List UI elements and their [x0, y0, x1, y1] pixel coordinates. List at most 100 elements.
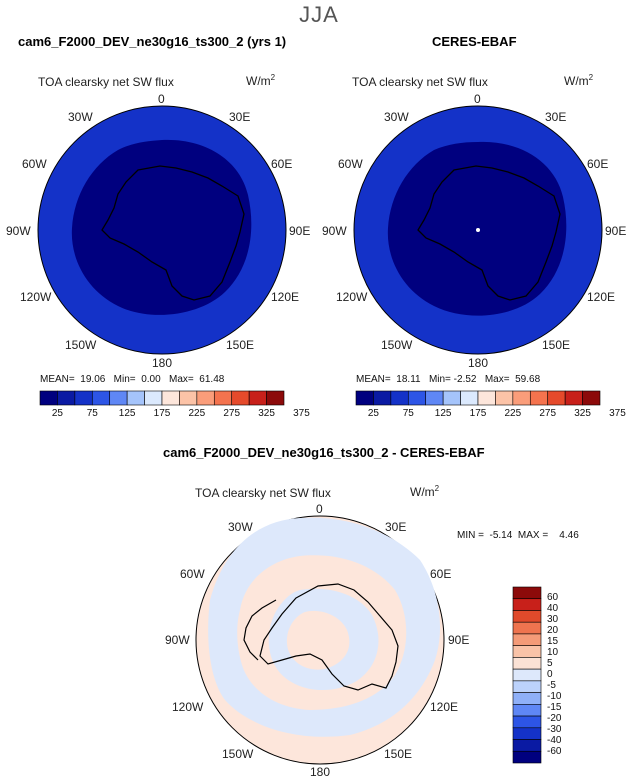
diff-colorbar-label: 60 [547, 592, 559, 603]
diff-colorbar-label: -60 [547, 746, 562, 757]
diff-variable-label: TOA clearsky net SW flux [195, 486, 331, 500]
diff-colorbar-swatch [512, 680, 542, 693]
obs-variable-label: TOA clearsky net SW flux [352, 75, 488, 89]
model-colorbar-label: 375 [293, 408, 310, 419]
model-colorbar-label: 275 [223, 408, 241, 419]
diff-colorbar-swatch [512, 715, 542, 729]
obs-stats: MEAN= 18.11 Min= -2.52 Max= 59.68 [356, 374, 541, 385]
diff-peninsula-outline [243, 599, 277, 661]
model-colorbar-swatch [161, 390, 180, 406]
obs-lon-label: 90E [605, 224, 627, 238]
model-variable-label: TOA clearsky net SW flux [38, 75, 174, 89]
obs-colorbar-swatch [547, 390, 566, 406]
obs-colorbar-swatch [477, 390, 496, 406]
diff-colorbar-swatch [512, 739, 542, 752]
model-polar-map [37, 105, 287, 355]
diff-colorbar-swatch [512, 598, 542, 611]
model-colorbar-swatch [57, 390, 76, 406]
model-colorbar-swatch [109, 390, 128, 406]
obs-colorbar-label: 375 [609, 408, 626, 419]
model-colorbar-swatch [126, 390, 145, 406]
obs-lon-label: 120W [336, 290, 368, 304]
diff-colorbar-label: 15 [547, 636, 559, 647]
obs-colorbar-label: 325 [574, 408, 591, 419]
obs-colorbar-swatch [407, 390, 427, 406]
diff-colorbar-label: 0 [547, 669, 553, 680]
model-colorbar-label: 225 [188, 408, 206, 419]
diff-negative-band [208, 517, 440, 737]
diff-colorbar-swatch [512, 727, 542, 740]
diff-colorbar-swatch [512, 704, 542, 717]
diff-lon-label: 180 [310, 765, 331, 779]
model-colorbar-swatch [179, 390, 198, 406]
diff-colorbar-swatch [512, 645, 542, 658]
diff-lon-label: 60E [430, 567, 452, 581]
diff-colorbar [512, 586, 542, 764]
diff-colorbar-label: -40 [547, 735, 562, 746]
obs-colorbar-swatch [355, 390, 374, 406]
model-lon-label: 150W [65, 338, 97, 352]
diff-colorbar-swatch [512, 692, 542, 705]
diff-lon-label: 120E [430, 700, 459, 714]
model-colorbar-swatch [196, 390, 215, 406]
obs-colorbar-swatch [512, 390, 531, 406]
obs-lon-label: 60W [338, 157, 363, 171]
model-lon-label: 90W [6, 224, 31, 238]
obs-unit-label: W/m2 [564, 73, 594, 88]
diff-colorbar-swatch [512, 610, 542, 623]
diff-colorbar-label: -20 [547, 713, 562, 724]
model-unit-label: W/m2 [246, 73, 276, 88]
diff-colorbar-swatch [512, 750, 542, 764]
model-panel-title: cam6_F2000_DEV_ne30g16_ts300_2 (yrs 1) [18, 34, 287, 49]
diff-antarctica-outline [259, 583, 399, 691]
model-lon-label: 0 [158, 92, 165, 106]
diff-lon-label: 30W [228, 520, 253, 534]
diff-colorbar-swatch [512, 633, 542, 646]
obs-colorbar-label: 175 [469, 408, 487, 419]
diff-lon-label: 150W [222, 747, 254, 761]
diff-colorbar-label: -5 [547, 680, 556, 691]
obs-antarctica-outline [417, 165, 561, 301]
obs-colorbar-label: 275 [539, 408, 557, 419]
obs-lon-label: 150E [542, 338, 571, 352]
obs-colorbar-swatch [460, 390, 479, 406]
diff-panel-title: cam6_F2000_DEV_ne30g16_ts300_2 - CERES-E… [163, 445, 485, 460]
model-colorbar-swatch [213, 390, 233, 406]
model-colorbar-label: 325 [258, 408, 275, 419]
obs-lon-label: 30E [545, 110, 567, 124]
obs-lon-label: 0 [474, 92, 481, 106]
model-lon-label: 60W [22, 157, 47, 171]
diff-lon-label: 90W [165, 633, 190, 647]
model-colorbar-swatch [231, 390, 250, 406]
obs-lon-label: 180 [468, 356, 489, 370]
obs-colorbar-swatch [390, 390, 409, 406]
model-antarctica-outline [101, 165, 245, 301]
diff-colorbar-swatch [512, 668, 542, 682]
obs-colorbar-swatch [582, 390, 601, 406]
model-stats: MEAN= 19.06 Min= 0.00 Max= 61.48 [40, 374, 225, 385]
diff-lon-label: 90E [448, 633, 470, 647]
model-colorbar-swatch [248, 390, 267, 406]
obs-lon-label: 60E [587, 157, 609, 171]
model-lon-label: 90E [289, 224, 311, 238]
model-lon-label: 60E [271, 157, 293, 171]
model-lon-label: 30W [68, 110, 93, 124]
diff-colorbar-swatch [512, 621, 542, 635]
diff-colorbar-label: 30 [547, 614, 559, 625]
diff-polar-map [195, 515, 445, 765]
model-colorbar-label: 175 [153, 408, 171, 419]
obs-pole-point [476, 228, 480, 232]
model-colorbar-label: 75 [86, 408, 98, 419]
obs-colorbar-label: 75 [402, 408, 414, 419]
model-lon-label: 180 [152, 356, 173, 370]
obs-colorbar-swatch [425, 390, 444, 406]
obs-colorbar-swatch [373, 390, 392, 406]
obs-lon-label: 150W [381, 338, 413, 352]
obs-colorbar-label: 125 [434, 408, 452, 419]
obs-lon-label: 120E [587, 290, 616, 304]
diff-lon-label: 0 [316, 502, 323, 516]
diff-lon-label: 60W [180, 567, 205, 581]
model-polar-vortex-region [71, 139, 252, 315]
model-colorbar-swatch [39, 390, 58, 406]
